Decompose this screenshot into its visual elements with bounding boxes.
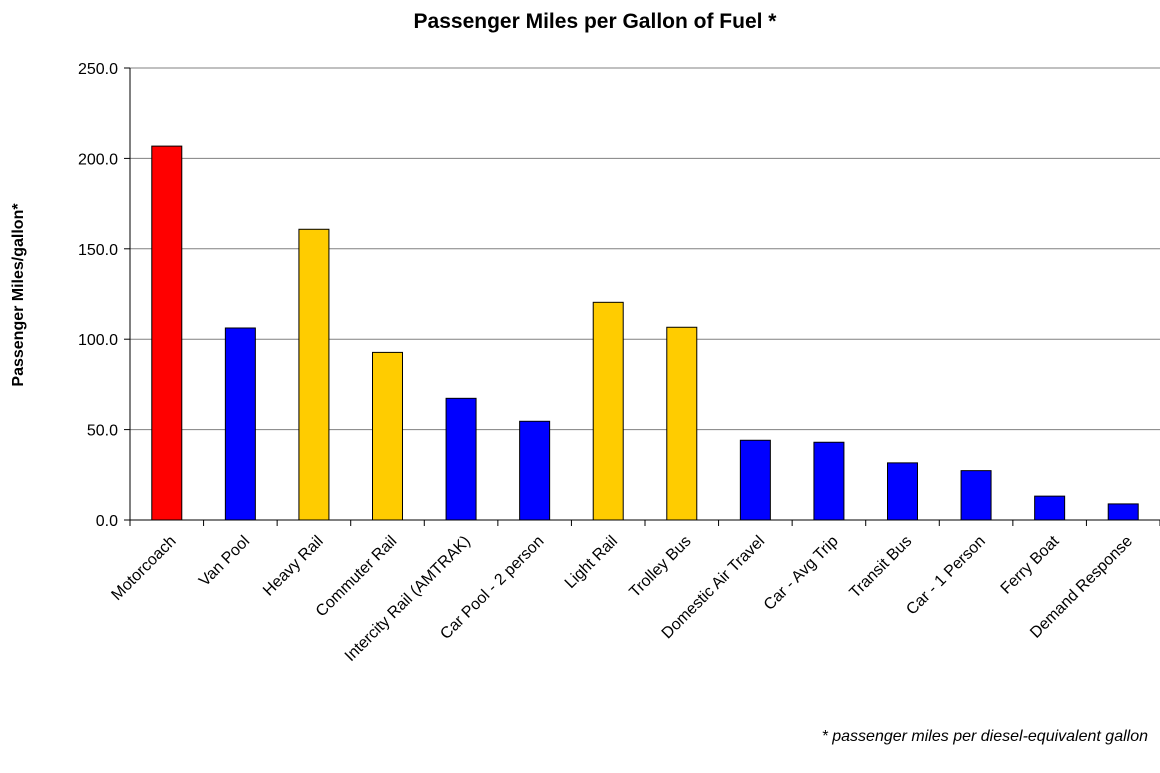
bar [960,470,992,521]
x-tick-label: Light Rail [562,533,621,592]
bar [372,351,403,521]
bar [666,326,698,521]
chart-title: Passenger Miles per Gallon of Fuel * [414,10,778,33]
y-tick-labels: 0.0 50.0 100.0 150.0 200.0 250.0 [78,61,118,530]
bar [519,420,551,521]
axes [124,67,1160,526]
x-tick-label: Ferry Boat [998,532,1063,597]
x-tick-label: Car - Avg Trip [761,533,842,614]
bar [1034,495,1066,521]
x-tick-label: Motorcoach [108,533,179,604]
x-tick-label: Trolley Bus [626,533,694,601]
x-tick-label: Heavy Rail [260,533,327,600]
x-tick-label: Intercity Rail (AMTRAK) [342,533,474,665]
y-axis-label: Passenger Miles/gallon* [10,203,27,387]
y-tick-label: 200.0 [78,151,118,168]
bar [298,228,330,521]
bar [445,397,477,521]
bar [739,439,771,521]
y-tick-label: 0.0 [96,513,118,530]
bar [592,301,624,521]
y-tick-label: 100.0 [78,332,118,349]
y-tick-label: 150.0 [78,242,118,259]
y-tick-label: 50.0 [87,423,118,440]
bar [887,462,918,521]
gridlines [130,67,1160,431]
bars [151,145,1139,521]
x-tick-label: Van Pool [196,533,253,590]
bar [224,327,256,521]
x-tick-label: Transit Bus [847,533,916,602]
bar [151,145,183,521]
bar [813,441,845,521]
x-tick-label: Car - 1 Person [903,533,989,619]
footnote: * passenger miles per diesel-equivalent … [822,728,1149,745]
y-tick-label: 250.0 [78,61,118,78]
bar [1107,503,1139,521]
